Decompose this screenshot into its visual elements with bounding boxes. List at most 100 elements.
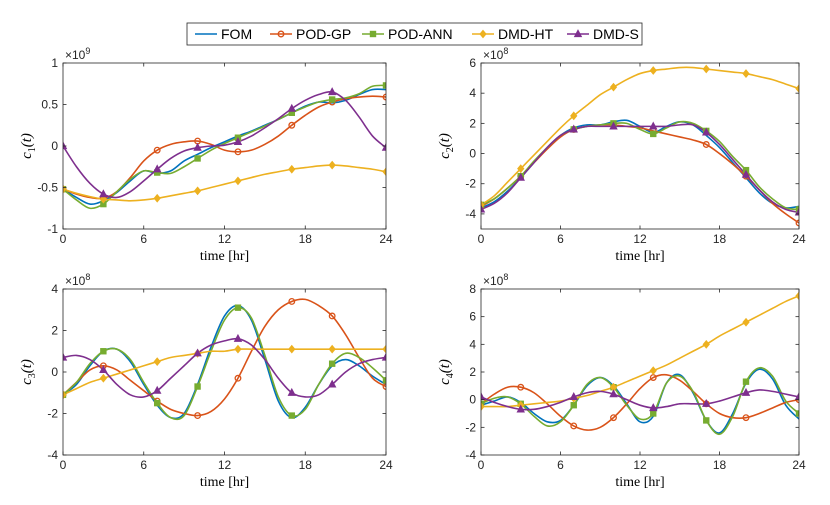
data-point-dmd-s <box>152 164 162 173</box>
data-point-dmd-ht <box>328 344 336 354</box>
y-tick-label: 4 <box>51 282 58 296</box>
data-point-pod-ann <box>194 383 201 390</box>
x-tick-label: 24 <box>379 458 393 472</box>
data-point-pod-ann <box>100 348 107 355</box>
y-exponent-label: ×109 <box>65 46 90 62</box>
data-point-dmd-ht <box>63 390 67 400</box>
x-tick-label: 24 <box>792 458 806 472</box>
x-tick-label: 24 <box>792 232 806 246</box>
data-point-dmd-s <box>287 103 297 112</box>
y-axis-label: c3(t) <box>19 359 38 385</box>
data-point-dmd-s <box>152 385 162 394</box>
x-tick-label: 12 <box>218 232 232 246</box>
y-tick-label: 0 <box>469 147 476 161</box>
data-point-pod-gp <box>288 298 296 305</box>
data-point-dmd-s <box>63 352 68 361</box>
series-line-fom <box>481 368 799 434</box>
legend-label: POD-GP <box>296 26 351 42</box>
x-axis-label: time [hr] <box>615 249 664 264</box>
data-point-dmd-s <box>649 121 658 130</box>
subplot-1: 0 6 12 18 24 -1 -0.5 0 0.5 1 ×109 time [hr] c1(t) <box>19 46 393 264</box>
data-point-dmd-s <box>193 142 202 151</box>
data-point-dmd-s <box>794 207 799 216</box>
legend-marker <box>479 29 487 39</box>
x-tick-label: 0 <box>478 458 485 472</box>
x-tick-label: 6 <box>557 232 564 246</box>
data-point-pod-gp <box>288 121 296 129</box>
legend-label: POD-ANN <box>388 26 453 42</box>
data-point-dmd-ht <box>570 111 578 121</box>
x-tick-label: 0 <box>60 232 67 246</box>
y-tick-label: -0.5 <box>37 181 58 195</box>
data-point-dmd-ht <box>382 344 386 354</box>
data-point-pod-gp <box>517 383 525 391</box>
data-point-dmd-ht <box>288 164 296 174</box>
data-point-pod-ann <box>288 412 295 419</box>
data-point-dmd-s <box>233 136 243 145</box>
legend-entry-dmd-s: DMD-S <box>567 26 639 42</box>
data-point-dmd-s <box>516 172 525 181</box>
data-point-dmd-ht <box>234 344 242 354</box>
x-tick-label: 6 <box>557 458 564 472</box>
series-line-pod-gp <box>63 95 386 200</box>
data-point-dmd-s <box>649 403 658 412</box>
y-axis-label: c4(t) <box>437 359 456 385</box>
x-tick-label: 18 <box>299 232 313 246</box>
x-axis-label: time [hr] <box>200 475 249 490</box>
data-point-dmd-s <box>794 392 799 400</box>
data-point-dmd-s <box>481 204 486 213</box>
series-line-pod-ann <box>481 366 799 436</box>
data-point-dmd-ht <box>481 402 485 411</box>
data-point-dmd-s <box>481 392 486 400</box>
y-tick-label: 0 <box>469 393 476 407</box>
series-group <box>63 298 386 421</box>
y-tick-label: 6 <box>469 56 476 70</box>
data-point-pod-gp <box>795 219 799 227</box>
data-point-pod-ann <box>703 417 710 424</box>
y-tick-label: -1 <box>47 222 58 236</box>
data-point-dmd-ht <box>649 366 657 375</box>
series-group <box>481 64 799 227</box>
data-point-dmd-s <box>327 87 337 96</box>
data-point-dmd-s <box>702 127 711 136</box>
data-point-pod-ann <box>570 402 577 409</box>
x-axis-label: time [hr] <box>200 249 249 264</box>
y-tick-label: 4 <box>469 86 476 100</box>
legend-entry-pod-ann: POD-ANN <box>362 26 453 42</box>
data-point-dmd-ht <box>99 373 108 383</box>
data-point-dmd-s <box>609 121 618 130</box>
legend-label: DMD-S <box>593 26 639 42</box>
data-point-pod-gp <box>742 414 750 422</box>
data-point-dmd-ht <box>702 64 710 74</box>
data-point-pod-gp <box>382 93 386 101</box>
data-point-dmd-ht <box>99 194 108 204</box>
y-tick-label: 6 <box>469 310 476 324</box>
data-point-dmd-s <box>381 142 386 151</box>
data-point-pod-ann <box>328 360 336 367</box>
data-point-dmd-s <box>741 169 751 178</box>
legend-entry-dmd-ht: DMD-HT <box>472 26 554 42</box>
x-tick-label: 6 <box>140 232 147 246</box>
series-group <box>481 291 799 436</box>
data-point-dmd-s <box>63 141 68 150</box>
legend-box <box>186 22 643 46</box>
series-line-fom <box>481 119 799 209</box>
data-point-dmd-ht <box>609 82 618 92</box>
data-point-dmd-ht <box>795 291 799 301</box>
y-tick-label: 0 <box>51 365 58 379</box>
data-point-dmd-s <box>381 352 386 361</box>
x-axis-label: time [hr] <box>615 475 664 490</box>
data-point-dmd-ht <box>288 344 296 354</box>
x-tick-label: 12 <box>218 458 232 472</box>
data-point-dmd-s <box>609 389 618 398</box>
data-point-pod-gp <box>382 383 386 390</box>
y-tick-label: 4 <box>469 337 476 351</box>
series-group <box>63 82 386 210</box>
data-point-pod-ann <box>742 378 750 385</box>
y-tick-label: -4 <box>465 448 476 462</box>
y-tick-label: -2 <box>47 407 58 421</box>
x-tick-label: 24 <box>379 232 393 246</box>
data-point-pod-ann <box>234 304 242 311</box>
